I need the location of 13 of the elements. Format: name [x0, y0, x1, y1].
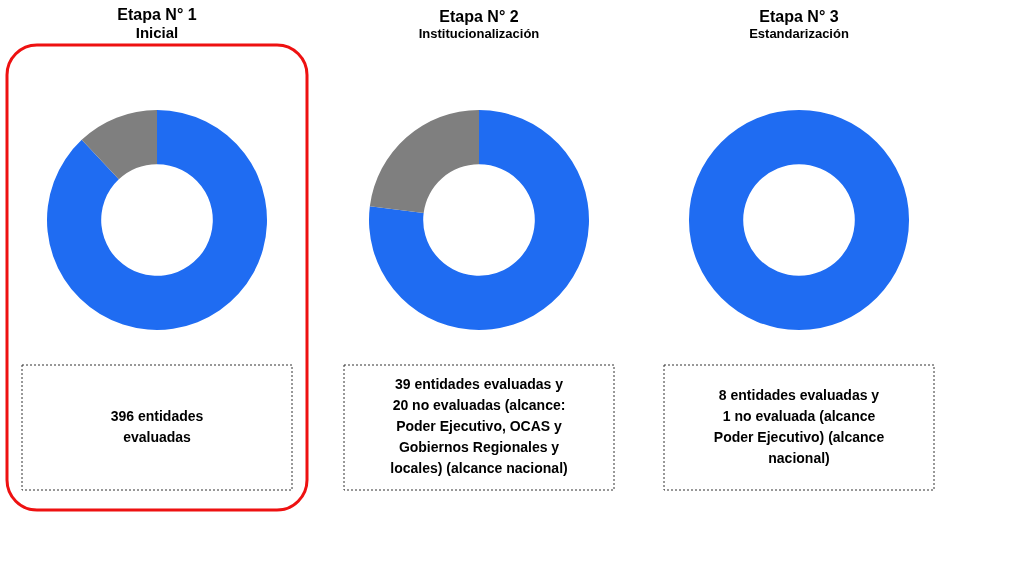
donut-slice [369, 110, 589, 330]
text: 396 entidades evaluadas [110, 407, 204, 445]
chart-subtitle: Estandarización [749, 26, 849, 41]
donut-slice [369, 110, 479, 214]
text: 39 entidades evaluadas y 20 no evaluadas (alcance: Poder Ejecutivo, OCAS y Gobiernos Regionales y locales) (alcance nacional) [390, 376, 568, 476]
chart-title: Etapa N° 3 [759, 8, 839, 25]
chart-subtitle: Institucionalización [418, 26, 540, 41]
text: 8 entidades evaluadas y 1 no evaluada (alcance Poder Ejecutivo) (alcance nacional) [713, 386, 885, 466]
chart-title: Etapa N° 2 [439, 8, 519, 25]
chart-subtitle: Inicial [135, 24, 179, 41]
donut-slice [81, 110, 157, 180]
chart-title: Etapa N° 1 [117, 6, 197, 23]
donut-slice [47, 110, 267, 330]
